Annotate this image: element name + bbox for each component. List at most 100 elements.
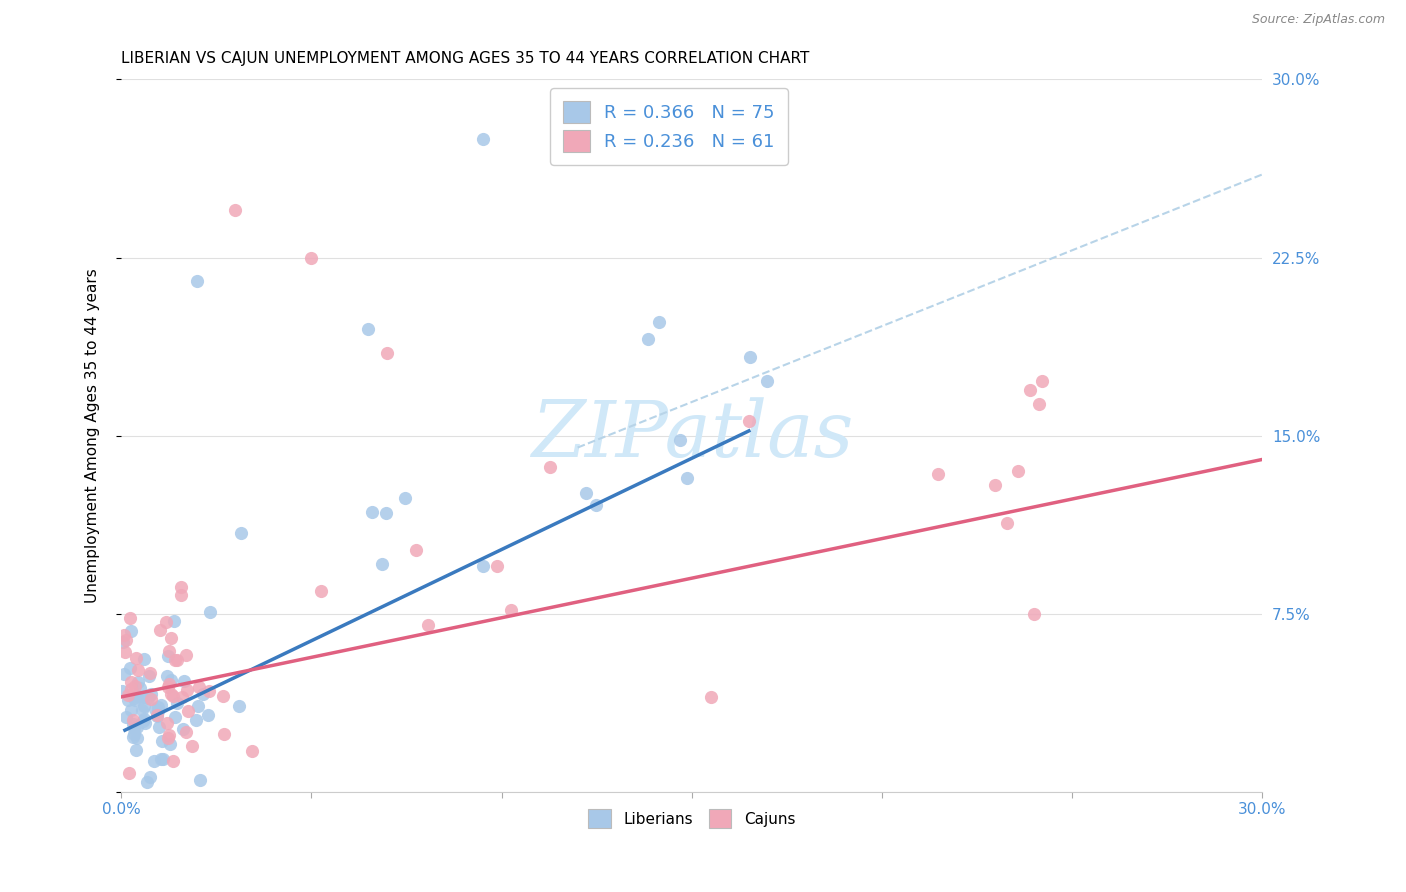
Point <box>191 687 214 701</box>
Text: ZIPatlas: ZIPatlas <box>530 398 853 474</box>
Point <box>150 734 173 748</box>
Point <box>114 633 136 648</box>
Point <box>122 731 145 745</box>
Point <box>172 722 194 736</box>
Point <box>127 689 149 703</box>
Point <box>648 315 671 329</box>
Point <box>169 588 191 602</box>
Point <box>120 682 142 697</box>
Point <box>228 699 250 714</box>
Point <box>139 770 162 784</box>
Point <box>357 322 380 336</box>
Text: Source: ZipAtlas.com: Source: ZipAtlas.com <box>1251 13 1385 27</box>
Point <box>139 691 162 706</box>
Point <box>134 698 156 713</box>
Point <box>377 345 399 359</box>
Point <box>127 663 149 677</box>
Point <box>122 727 145 741</box>
Point <box>114 710 136 724</box>
Point <box>176 682 198 697</box>
Point <box>156 715 179 730</box>
Point <box>124 721 146 735</box>
Point <box>139 666 162 681</box>
Point <box>676 470 699 484</box>
Point <box>486 558 509 573</box>
Point <box>755 374 778 388</box>
Point <box>575 486 598 500</box>
Point <box>983 478 1005 492</box>
Point <box>159 737 181 751</box>
Point <box>170 580 193 594</box>
Point <box>127 720 149 734</box>
Point <box>120 703 142 717</box>
Point <box>150 752 173 766</box>
Point <box>700 690 723 704</box>
Point <box>127 675 149 690</box>
Point <box>122 713 145 727</box>
Point <box>155 615 177 629</box>
Point <box>157 728 180 742</box>
Point <box>150 698 173 713</box>
Point <box>127 731 149 745</box>
Point <box>1007 464 1029 478</box>
Point <box>142 754 165 768</box>
Point <box>117 688 139 702</box>
Point <box>197 707 219 722</box>
Point <box>471 559 494 574</box>
Point <box>1024 607 1046 621</box>
Point <box>585 498 607 512</box>
Point <box>162 754 184 768</box>
Point <box>224 202 246 217</box>
Point <box>157 644 180 658</box>
Point <box>174 724 197 739</box>
Point <box>118 611 141 625</box>
Point <box>120 624 142 638</box>
Point <box>122 691 145 706</box>
Point <box>112 628 135 642</box>
Point <box>131 714 153 728</box>
Point <box>132 690 155 705</box>
Point <box>499 602 522 616</box>
Point <box>160 631 183 645</box>
Point <box>136 691 159 706</box>
Point <box>186 714 208 728</box>
Point <box>131 703 153 717</box>
Point <box>198 684 221 698</box>
Point <box>118 766 141 780</box>
Point <box>156 731 179 745</box>
Point <box>125 651 148 665</box>
Point <box>114 645 136 659</box>
Point <box>134 652 156 666</box>
Point <box>299 251 322 265</box>
Point <box>1019 383 1042 397</box>
Point <box>118 661 141 675</box>
Point <box>112 667 135 681</box>
Point <box>212 689 235 703</box>
Point <box>128 681 150 695</box>
Point <box>405 543 427 558</box>
Point <box>145 707 167 722</box>
Point <box>134 713 156 727</box>
Point <box>995 516 1018 530</box>
Point <box>163 614 186 628</box>
Point <box>156 668 179 682</box>
Point <box>160 673 183 687</box>
Point <box>146 708 169 723</box>
Point <box>187 680 209 694</box>
Legend: Liberians, Cajuns: Liberians, Cajuns <box>582 804 801 834</box>
Point <box>176 704 198 718</box>
Point <box>162 690 184 704</box>
Point <box>149 624 172 638</box>
Point <box>170 690 193 704</box>
Point <box>1031 374 1053 388</box>
Point <box>361 504 384 518</box>
Point <box>198 605 221 619</box>
Point <box>181 739 204 754</box>
Text: LIBERIAN VS CAJUN UNEMPLOYMENT AMONG AGES 35 TO 44 YEARS CORRELATION CHART: LIBERIAN VS CAJUN UNEMPLOYMENT AMONG AGE… <box>121 51 810 66</box>
Point <box>111 634 134 648</box>
Point <box>160 686 183 700</box>
Point <box>740 350 762 364</box>
Point <box>187 698 209 713</box>
Point <box>163 709 186 723</box>
Point <box>186 274 208 288</box>
